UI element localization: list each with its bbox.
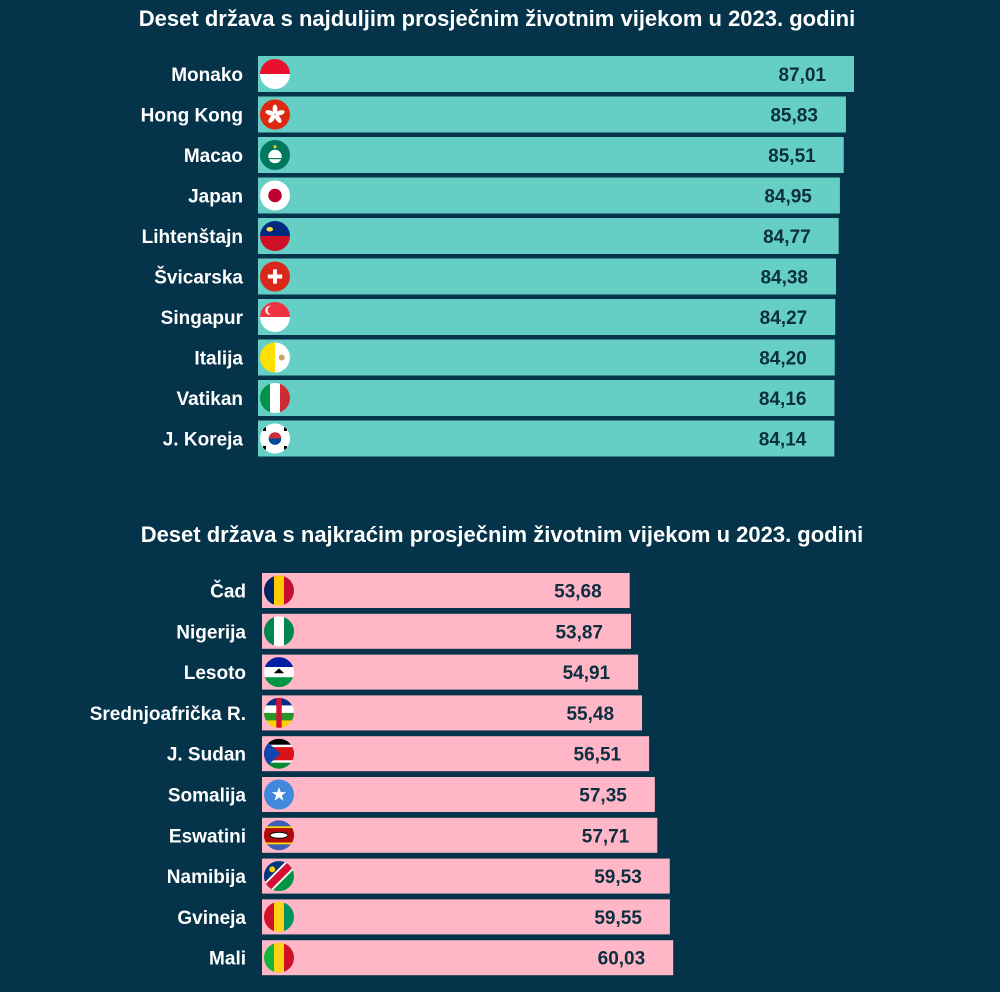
bottom-category-label: Gvineja xyxy=(177,908,246,929)
flag-macao-icon xyxy=(260,140,290,170)
flag-chad-icon xyxy=(264,575,294,606)
flag-south-korea-icon xyxy=(260,423,290,454)
bottom-category-label: Čad xyxy=(210,581,246,603)
bottom-category-label: Lesoto xyxy=(184,663,246,684)
bottom-value-label: 54,91 xyxy=(563,663,611,684)
top-category-label: J. Koreja xyxy=(163,430,244,451)
top-ten-bar-group: Monako 87,01 Hong Kong 85,83 Macao 85,51 Japan… xyxy=(141,56,854,457)
top-bar xyxy=(258,177,840,214)
top-category-label: Hong Kong xyxy=(141,106,243,127)
top-value-label: 84,20 xyxy=(759,349,807,370)
top-category-label: Singapur xyxy=(161,308,244,329)
top-bar xyxy=(258,137,844,173)
top-bar xyxy=(258,420,835,457)
flag-monaco-icon xyxy=(260,59,290,89)
flag-eswatini-icon xyxy=(264,820,294,851)
top-bar xyxy=(258,380,835,416)
top-value-label: 84,27 xyxy=(760,308,808,329)
flag-lesotho-icon xyxy=(264,657,294,688)
bottom-value-label: 60,03 xyxy=(598,949,646,970)
top-value-label: 84,16 xyxy=(759,389,807,410)
bottom-category-label: Somalija xyxy=(168,786,247,807)
top-value-label: 85,83 xyxy=(770,106,818,127)
bottom-category-label: Mali xyxy=(209,949,246,970)
top-value-label: 85,51 xyxy=(768,146,816,167)
bottom-bar xyxy=(262,817,658,853)
bottom-value-label: 59,55 xyxy=(594,908,642,929)
top-value-label: 84,77 xyxy=(763,227,811,248)
bottom-bar xyxy=(262,695,643,731)
bottom-category-label: Eswatini xyxy=(169,826,246,847)
bottom-bar xyxy=(262,858,670,894)
top-category-label: Monako xyxy=(171,65,243,86)
flag-mali-icon xyxy=(264,942,294,973)
bottom-value-label: 57,71 xyxy=(582,826,630,847)
top-value-label: 84,95 xyxy=(764,187,812,208)
flag-nigeria-icon xyxy=(264,616,294,647)
flag-central-african-republic-icon xyxy=(264,697,294,728)
top-bar xyxy=(258,218,839,254)
bottom-bar xyxy=(262,613,631,649)
top-bar xyxy=(258,96,846,133)
flag-japan-icon xyxy=(260,180,290,211)
flag-italy-icon xyxy=(260,383,290,413)
flag-singapore-icon xyxy=(260,302,290,332)
top-category-label: Vatikan xyxy=(176,389,243,410)
top-bar xyxy=(258,299,836,335)
flag-liechtenstein-icon xyxy=(260,221,290,251)
bottom-category-label: J. Sudan xyxy=(167,745,246,766)
bottom-category-label: Namibija xyxy=(167,867,247,888)
bottom-value-label: 57,35 xyxy=(579,786,627,807)
top-category-label: Japan xyxy=(188,187,243,208)
flag-vatican-icon xyxy=(260,342,290,373)
bottom-ten-bar-group: Čad 53,68 Nigerija 53,87 Lesoto 54,91 Srednjoa… xyxy=(90,573,674,976)
top-bar xyxy=(258,339,835,376)
bottom-bar xyxy=(262,777,655,812)
bottom-bar xyxy=(262,573,630,608)
bottom-bar xyxy=(262,940,674,976)
bottom-chart-title: Deset država s najkraćim prosječnim živo… xyxy=(141,522,864,547)
flag-somalia-icon xyxy=(264,779,294,810)
bottom-bar xyxy=(262,899,670,935)
top-bar xyxy=(258,258,836,295)
bottom-category-label: Nigerija xyxy=(176,622,246,643)
bottom-bar xyxy=(262,654,639,690)
flag-guinea-icon xyxy=(264,901,294,932)
top-category-label: Italija xyxy=(194,349,243,370)
bottom-value-label: 55,48 xyxy=(566,704,614,725)
top-category-label: Macao xyxy=(184,146,243,167)
flag-south-sudan-icon xyxy=(264,738,294,769)
top-category-label: Švicarska xyxy=(154,267,243,289)
top-value-label: 87,01 xyxy=(778,65,826,86)
bottom-category-label: Srednjoafrička R. xyxy=(90,704,246,725)
top-value-label: 84,14 xyxy=(759,430,807,451)
bottom-value-label: 53,68 xyxy=(554,582,602,603)
flag-switzerland-icon xyxy=(260,261,290,292)
bottom-value-label: 59,53 xyxy=(594,867,642,888)
top-value-label: 84,38 xyxy=(760,268,808,289)
bottom-bar xyxy=(262,736,650,772)
flag-hong-kong-icon xyxy=(260,99,290,130)
top-chart-title: Deset država s najduljim prosječnim živo… xyxy=(139,6,855,31)
bottom-value-label: 56,51 xyxy=(574,745,622,766)
top-bar xyxy=(258,56,854,92)
bottom-value-label: 53,87 xyxy=(555,622,603,643)
top-category-label: Lihtenštajn xyxy=(142,227,243,248)
